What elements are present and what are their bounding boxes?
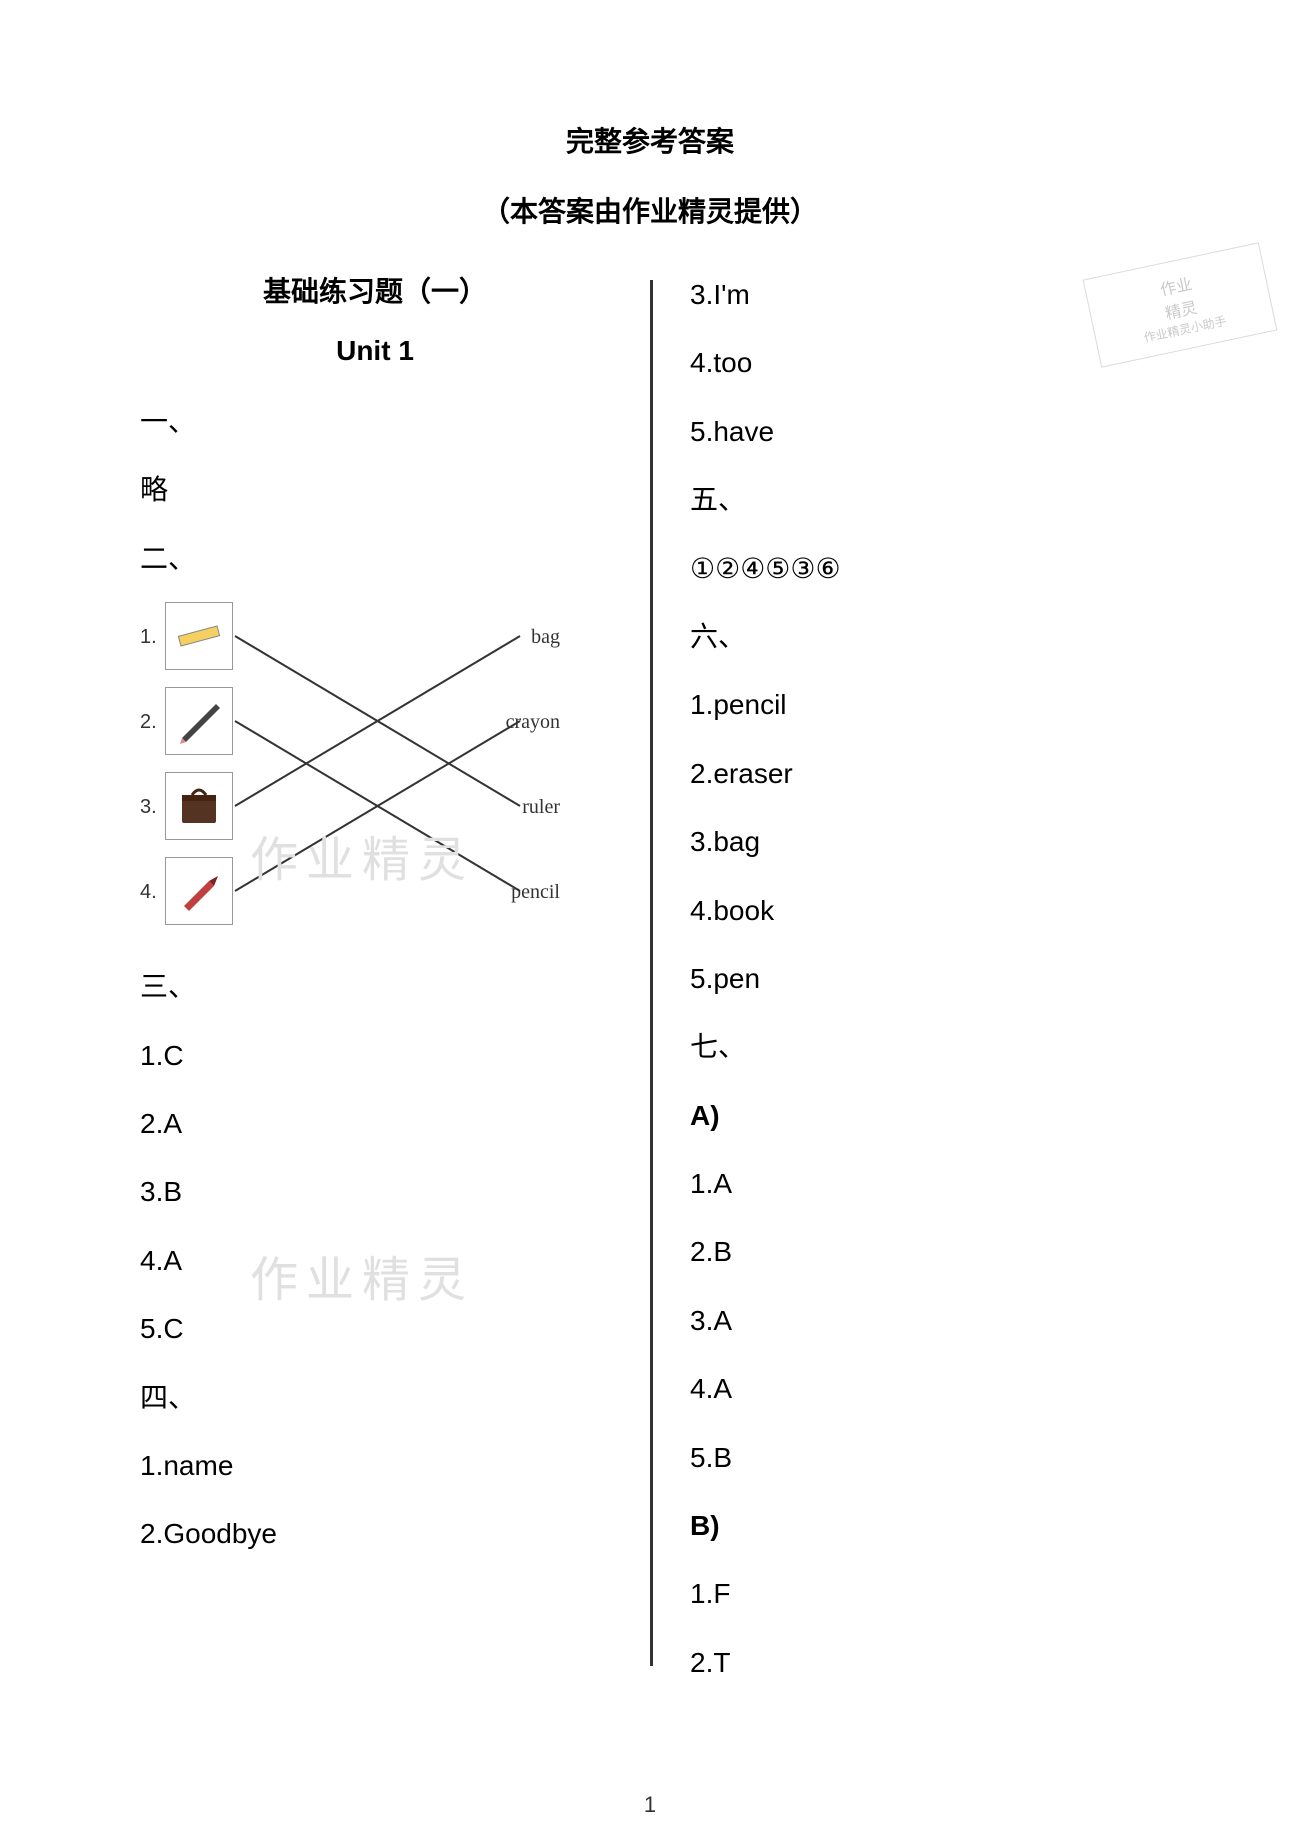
section-title: 基础练习题（一） — [140, 270, 610, 310]
match-num-3: 3. — [140, 796, 157, 819]
q4-a4: 4.too — [690, 338, 1160, 388]
pencil-icon — [174, 696, 224, 746]
unit-title: Unit 1 — [140, 335, 610, 367]
q3-a5: 5.C — [140, 1304, 610, 1354]
q3-label: 三、 — [140, 962, 610, 1012]
q7b-a1: 1.F — [690, 1569, 1160, 1619]
q7a-a3: 3.A — [690, 1296, 1160, 1346]
match-box-3 — [165, 772, 233, 840]
match-word-crayon: crayon — [506, 711, 560, 734]
match-word-bag: bag — [531, 626, 560, 649]
left-column: 基础练习题（一） Unit 1 一、 略 二、 1. — [100, 270, 650, 1706]
q7-label: 七、 — [690, 1022, 1160, 1072]
watermark-stamp: 作业 精灵 作业精灵小助手 — [1083, 242, 1278, 367]
q7a-a5: 5.B — [690, 1433, 1160, 1483]
q6-a5: 5.pen — [690, 954, 1160, 1004]
q7a-label: A) — [690, 1091, 1160, 1141]
q6-a3: 3.bag — [690, 817, 1160, 867]
q4-a5: 5.have — [690, 407, 1160, 457]
columns-wrapper: 基础练习题（一） Unit 1 一、 略 二、 1. — [100, 270, 1200, 1706]
q4-a1: 1.name — [140, 1441, 610, 1491]
q4-a2: 2.Goodbye — [140, 1509, 610, 1559]
q3-a2: 2.A — [140, 1099, 610, 1149]
page-subtitle: （本答案由作业精灵提供） — [100, 190, 1200, 230]
q7a-a1: 1.A — [690, 1159, 1160, 1209]
q6-label: 六、 — [690, 612, 1160, 662]
right-column: 作业 精灵 作业精灵小助手 3.I'm 4.too 5.have 五、 ①②④⑤… — [650, 270, 1200, 1706]
match-word-ruler: ruler — [522, 796, 560, 819]
match-box-4 — [165, 857, 233, 925]
q6-a1: 1.pencil — [690, 680, 1160, 730]
q3-a3: 3.B — [140, 1167, 610, 1217]
bag-icon — [174, 781, 224, 831]
page-number: 1 — [644, 1792, 656, 1818]
crayon-icon — [174, 866, 224, 916]
q7b-a2: 2.T — [690, 1638, 1160, 1688]
q2-label: 二、 — [140, 534, 610, 584]
q6-a4: 4.book — [690, 886, 1160, 936]
q3-a1: 1.C — [140, 1031, 610, 1081]
q7a-a2: 2.B — [690, 1227, 1160, 1277]
q5-answer: ①②④⑤③⑥ — [690, 544, 1160, 594]
q1-label: 一、 — [140, 397, 610, 447]
match-num-1: 1. — [140, 626, 157, 649]
q7b-label: B) — [690, 1501, 1160, 1551]
match-num-2: 2. — [140, 711, 157, 734]
page-title: 完整参考答案 — [100, 120, 1200, 160]
match-num-4: 4. — [140, 881, 157, 904]
q5-label: 五、 — [690, 475, 1160, 525]
q1-answer: 略 — [140, 465, 610, 515]
ruler-icon — [174, 611, 224, 661]
q3-a4: 4.A — [140, 1236, 610, 1286]
q4-label: 四、 — [140, 1373, 610, 1423]
q6-a2: 2.eraser — [690, 749, 1160, 799]
q7a-a4: 4.A — [690, 1364, 1160, 1414]
match-box-1 — [165, 602, 233, 670]
matching-diagram: 1. 2. 3. — [140, 602, 560, 942]
match-word-pencil: pencil — [511, 881, 560, 904]
page-container: 完整参考答案 （本答案由作业精灵提供） 基础练习题（一） Unit 1 一、 略… — [0, 0, 1300, 1838]
match-box-2 — [165, 687, 233, 755]
